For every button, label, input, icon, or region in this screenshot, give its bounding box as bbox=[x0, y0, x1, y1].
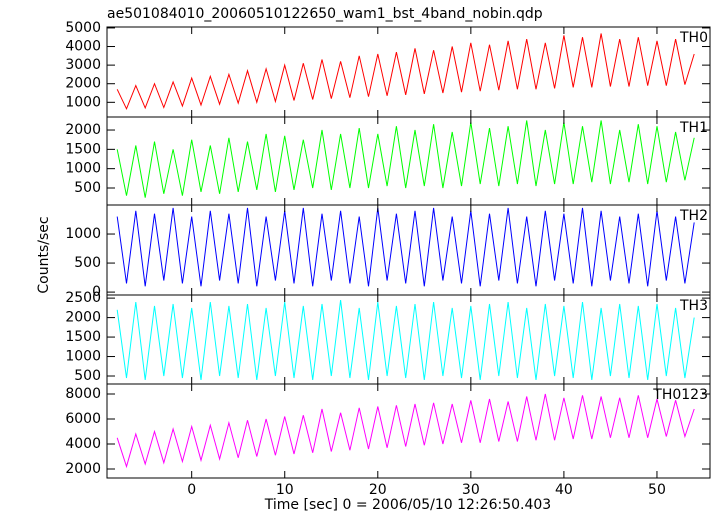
light-curve bbox=[116, 300, 695, 380]
x-tick-label: 10 bbox=[276, 482, 294, 498]
y-tick-label: 1000 bbox=[65, 226, 101, 242]
light-curve bbox=[116, 120, 695, 198]
panel-label: TH0 bbox=[679, 30, 708, 46]
y-tick-label: 1000 bbox=[65, 94, 101, 110]
y-tick-label: 1000 bbox=[65, 349, 101, 365]
y-tick-label: 8000 bbox=[65, 386, 101, 402]
x-axis-label: Time [sec] 0 = 2006/05/10 12:26:50.403 bbox=[264, 497, 551, 513]
y-tick-label: 2000 bbox=[65, 76, 101, 92]
x-tick-label: 0 bbox=[187, 482, 196, 498]
y-tick-label: 6000 bbox=[65, 411, 101, 427]
panel-frame bbox=[106, 383, 711, 479]
y-tick-label: 500 bbox=[74, 368, 101, 384]
y-tick-label: 2000 bbox=[65, 461, 101, 477]
y-tick-label: 1000 bbox=[65, 161, 101, 177]
y-tick-label: 500 bbox=[74, 180, 101, 196]
x-tick-label: 20 bbox=[369, 482, 387, 498]
y-tick-label: 5000 bbox=[65, 20, 101, 36]
x-tick-label: 50 bbox=[648, 482, 666, 498]
y-tick-label: 1500 bbox=[65, 141, 101, 157]
panel-label: TH0123 bbox=[652, 387, 708, 403]
panel-label: TH3 bbox=[679, 298, 708, 314]
y-axis-label: Counts/sec bbox=[36, 216, 52, 293]
y-tick-label: 2500 bbox=[65, 290, 101, 306]
y-tick-label: 1500 bbox=[65, 329, 101, 345]
y-tick-label: 4000 bbox=[65, 39, 101, 55]
x-tick-label: 40 bbox=[555, 482, 573, 498]
light-curve bbox=[116, 207, 695, 287]
light-curve bbox=[116, 393, 695, 469]
y-tick-label: 500 bbox=[74, 255, 101, 271]
light-curve bbox=[116, 33, 695, 111]
panel-label: TH2 bbox=[679, 208, 708, 224]
y-tick-label: 4000 bbox=[65, 436, 101, 452]
y-tick-label: 2000 bbox=[65, 310, 101, 326]
panel-label: TH1 bbox=[679, 120, 708, 136]
y-tick-label: 2000 bbox=[65, 122, 101, 138]
x-tick-label: 30 bbox=[462, 482, 480, 498]
y-tick-label: 3000 bbox=[65, 57, 101, 73]
chart-title: ae501084010_20060510122650_wam1_bst_4ban… bbox=[107, 6, 543, 22]
y-tick-label: 0 bbox=[92, 284, 101, 300]
